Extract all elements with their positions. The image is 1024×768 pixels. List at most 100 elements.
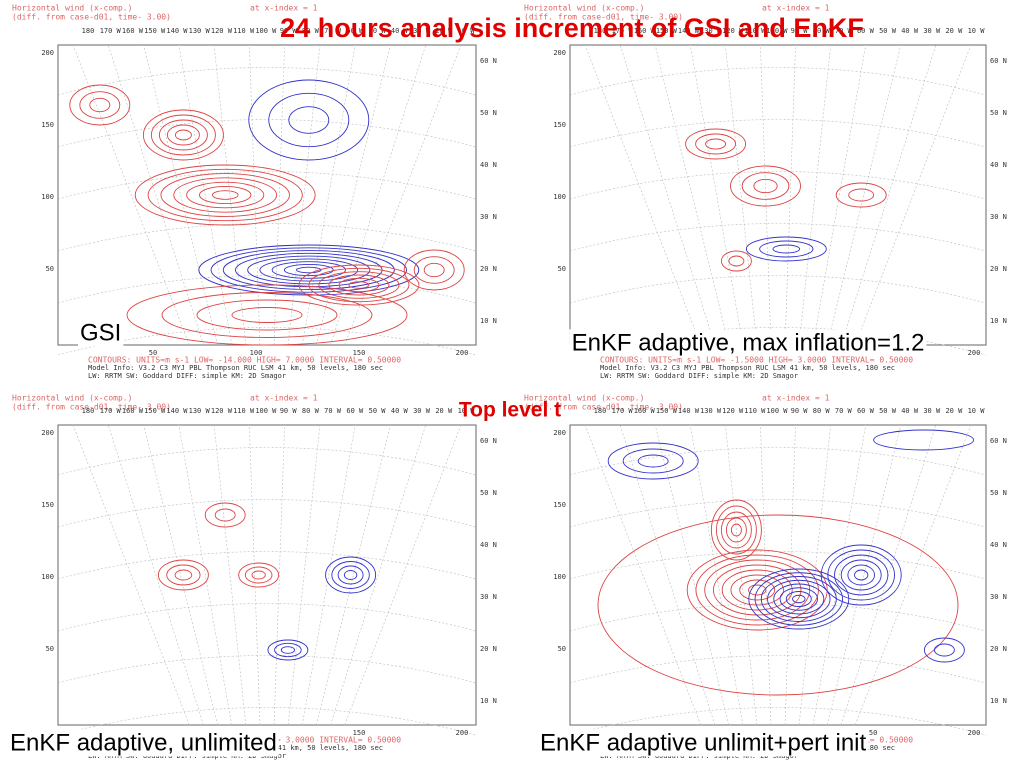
x-label: 200 bbox=[968, 729, 981, 737]
contour bbox=[847, 564, 875, 586]
longitude-line bbox=[316, 424, 391, 726]
y-label: 150 bbox=[553, 121, 566, 129]
y-label: 150 bbox=[41, 501, 54, 509]
contour bbox=[745, 236, 827, 262]
contour bbox=[89, 97, 111, 113]
latitude-label: 30 N bbox=[990, 213, 1007, 221]
contour bbox=[288, 106, 330, 134]
contour bbox=[773, 583, 825, 615]
longitude-label: 70 W bbox=[324, 27, 342, 35]
contour bbox=[204, 502, 246, 528]
contour bbox=[174, 569, 193, 581]
longitude-label: 150 W bbox=[144, 27, 166, 35]
contour bbox=[835, 182, 887, 208]
longitude-label: 100 W bbox=[766, 27, 788, 35]
latitude-arc bbox=[57, 119, 477, 148]
longitude-line bbox=[178, 44, 233, 346]
longitude-label: 170 W bbox=[612, 27, 634, 35]
longitude-line bbox=[584, 424, 702, 726]
latitude-arc bbox=[57, 275, 477, 304]
contour bbox=[338, 277, 380, 293]
longitude-line bbox=[72, 44, 190, 346]
contour bbox=[296, 266, 322, 274]
contour bbox=[238, 562, 280, 588]
latitude-arc bbox=[569, 551, 987, 580]
contour bbox=[748, 584, 767, 596]
y-label: 200 bbox=[553, 429, 566, 437]
longitude-line bbox=[107, 424, 204, 726]
longitude-label: 150 W bbox=[656, 27, 678, 35]
panel-caption: EnKF adaptive, unlimited bbox=[10, 729, 277, 756]
panel-footer: LW: RRTM SW: Goddard DIFF: simple KM: 2D… bbox=[600, 372, 798, 380]
longitude-label: 80 W bbox=[813, 407, 831, 415]
latitude-label: 50 N bbox=[480, 109, 497, 117]
contour bbox=[161, 292, 373, 338]
latitude-label: 50 N bbox=[480, 489, 497, 497]
longitude-label: 110 W bbox=[744, 407, 766, 415]
longitude-line bbox=[854, 44, 972, 346]
longitude-label: 60 W bbox=[346, 407, 364, 415]
x-label: 150 bbox=[353, 349, 366, 357]
contour bbox=[318, 271, 400, 299]
latitude-label: 30 N bbox=[990, 593, 1007, 601]
contour bbox=[739, 579, 776, 601]
latitude-arc bbox=[57, 171, 477, 200]
longitude-label: 110 W bbox=[744, 27, 766, 35]
latitude-label: 10 N bbox=[480, 317, 497, 325]
longitude-label: 120 W bbox=[722, 27, 744, 35]
contour bbox=[210, 247, 408, 293]
longitude-line bbox=[854, 424, 972, 726]
contour bbox=[721, 569, 793, 611]
longitude-label: 10 W bbox=[968, 27, 986, 35]
contour bbox=[268, 92, 350, 148]
contour bbox=[274, 642, 302, 658]
panel-footer: Model Info: V3.2 C3 MYJ PBL Thompson RUC… bbox=[88, 364, 383, 372]
longitude-label: 170 W bbox=[612, 407, 634, 415]
panel-footer: Model Info: V3.2 C3 MYJ PBL Thompson RUC… bbox=[600, 364, 895, 372]
panel-footer: CONTOURS: UNITS=m s-1 LOW= -14.000 HIGH=… bbox=[88, 356, 401, 365]
map-panel: Horizontal wind (x-comp.)(diff. from cas… bbox=[524, 394, 1007, 761]
x-label: 200 bbox=[968, 349, 981, 357]
longitude-label: 140 W bbox=[678, 407, 700, 415]
longitude-label: 20 W bbox=[435, 27, 453, 35]
contour bbox=[403, 249, 465, 291]
longitude-label: 150 W bbox=[656, 407, 678, 415]
latitude-arc bbox=[57, 603, 477, 632]
plot-frame bbox=[569, 44, 987, 346]
latitude-label: 10 N bbox=[990, 317, 1007, 325]
contour bbox=[597, 514, 959, 696]
longitude-line bbox=[812, 424, 867, 726]
longitude-label: 10 W bbox=[458, 407, 476, 415]
longitude-label: 160 W bbox=[122, 407, 144, 415]
y-label: 50 bbox=[558, 645, 566, 653]
subtitle: Top level t bbox=[459, 399, 561, 422]
contour bbox=[251, 570, 266, 580]
panel-index: at x-index = 1 bbox=[762, 394, 830, 403]
contour bbox=[173, 177, 278, 213]
contour bbox=[147, 168, 303, 222]
longitude-label: 20 W bbox=[945, 27, 963, 35]
y-label: 200 bbox=[41, 429, 54, 437]
y-label: 50 bbox=[46, 265, 54, 273]
latitude-label: 60 N bbox=[990, 57, 1007, 65]
longitude-label: 40 W bbox=[901, 407, 919, 415]
panels: Horizontal wind (x-comp.)(diff. from cas… bbox=[8, 4, 1007, 761]
panel-footer: LW: RRTM SW: Goddard DIFF: simple KM: 2D… bbox=[88, 372, 286, 380]
latitude-arc bbox=[569, 171, 987, 200]
latitude-label: 50 N bbox=[990, 489, 1007, 497]
longitude-label: 100 W bbox=[255, 27, 277, 35]
latitude-label: 40 N bbox=[990, 161, 1007, 169]
panel-header: Horizontal wind (x-comp.) bbox=[524, 4, 644, 13]
longitude-label: 180 bbox=[82, 407, 95, 415]
latitude-arc bbox=[569, 707, 987, 736]
longitude-label: 40 W bbox=[391, 27, 409, 35]
contour bbox=[413, 256, 455, 284]
contour bbox=[748, 568, 850, 630]
longitude-label: 130 W bbox=[189, 27, 211, 35]
longitude-line bbox=[826, 424, 902, 726]
panel-header: Horizontal wind (x-comp.) bbox=[12, 394, 132, 403]
longitude-line bbox=[840, 424, 937, 726]
longitude-label: 50 W bbox=[369, 407, 387, 415]
caption-background bbox=[78, 319, 124, 347]
y-label: 200 bbox=[41, 49, 54, 57]
